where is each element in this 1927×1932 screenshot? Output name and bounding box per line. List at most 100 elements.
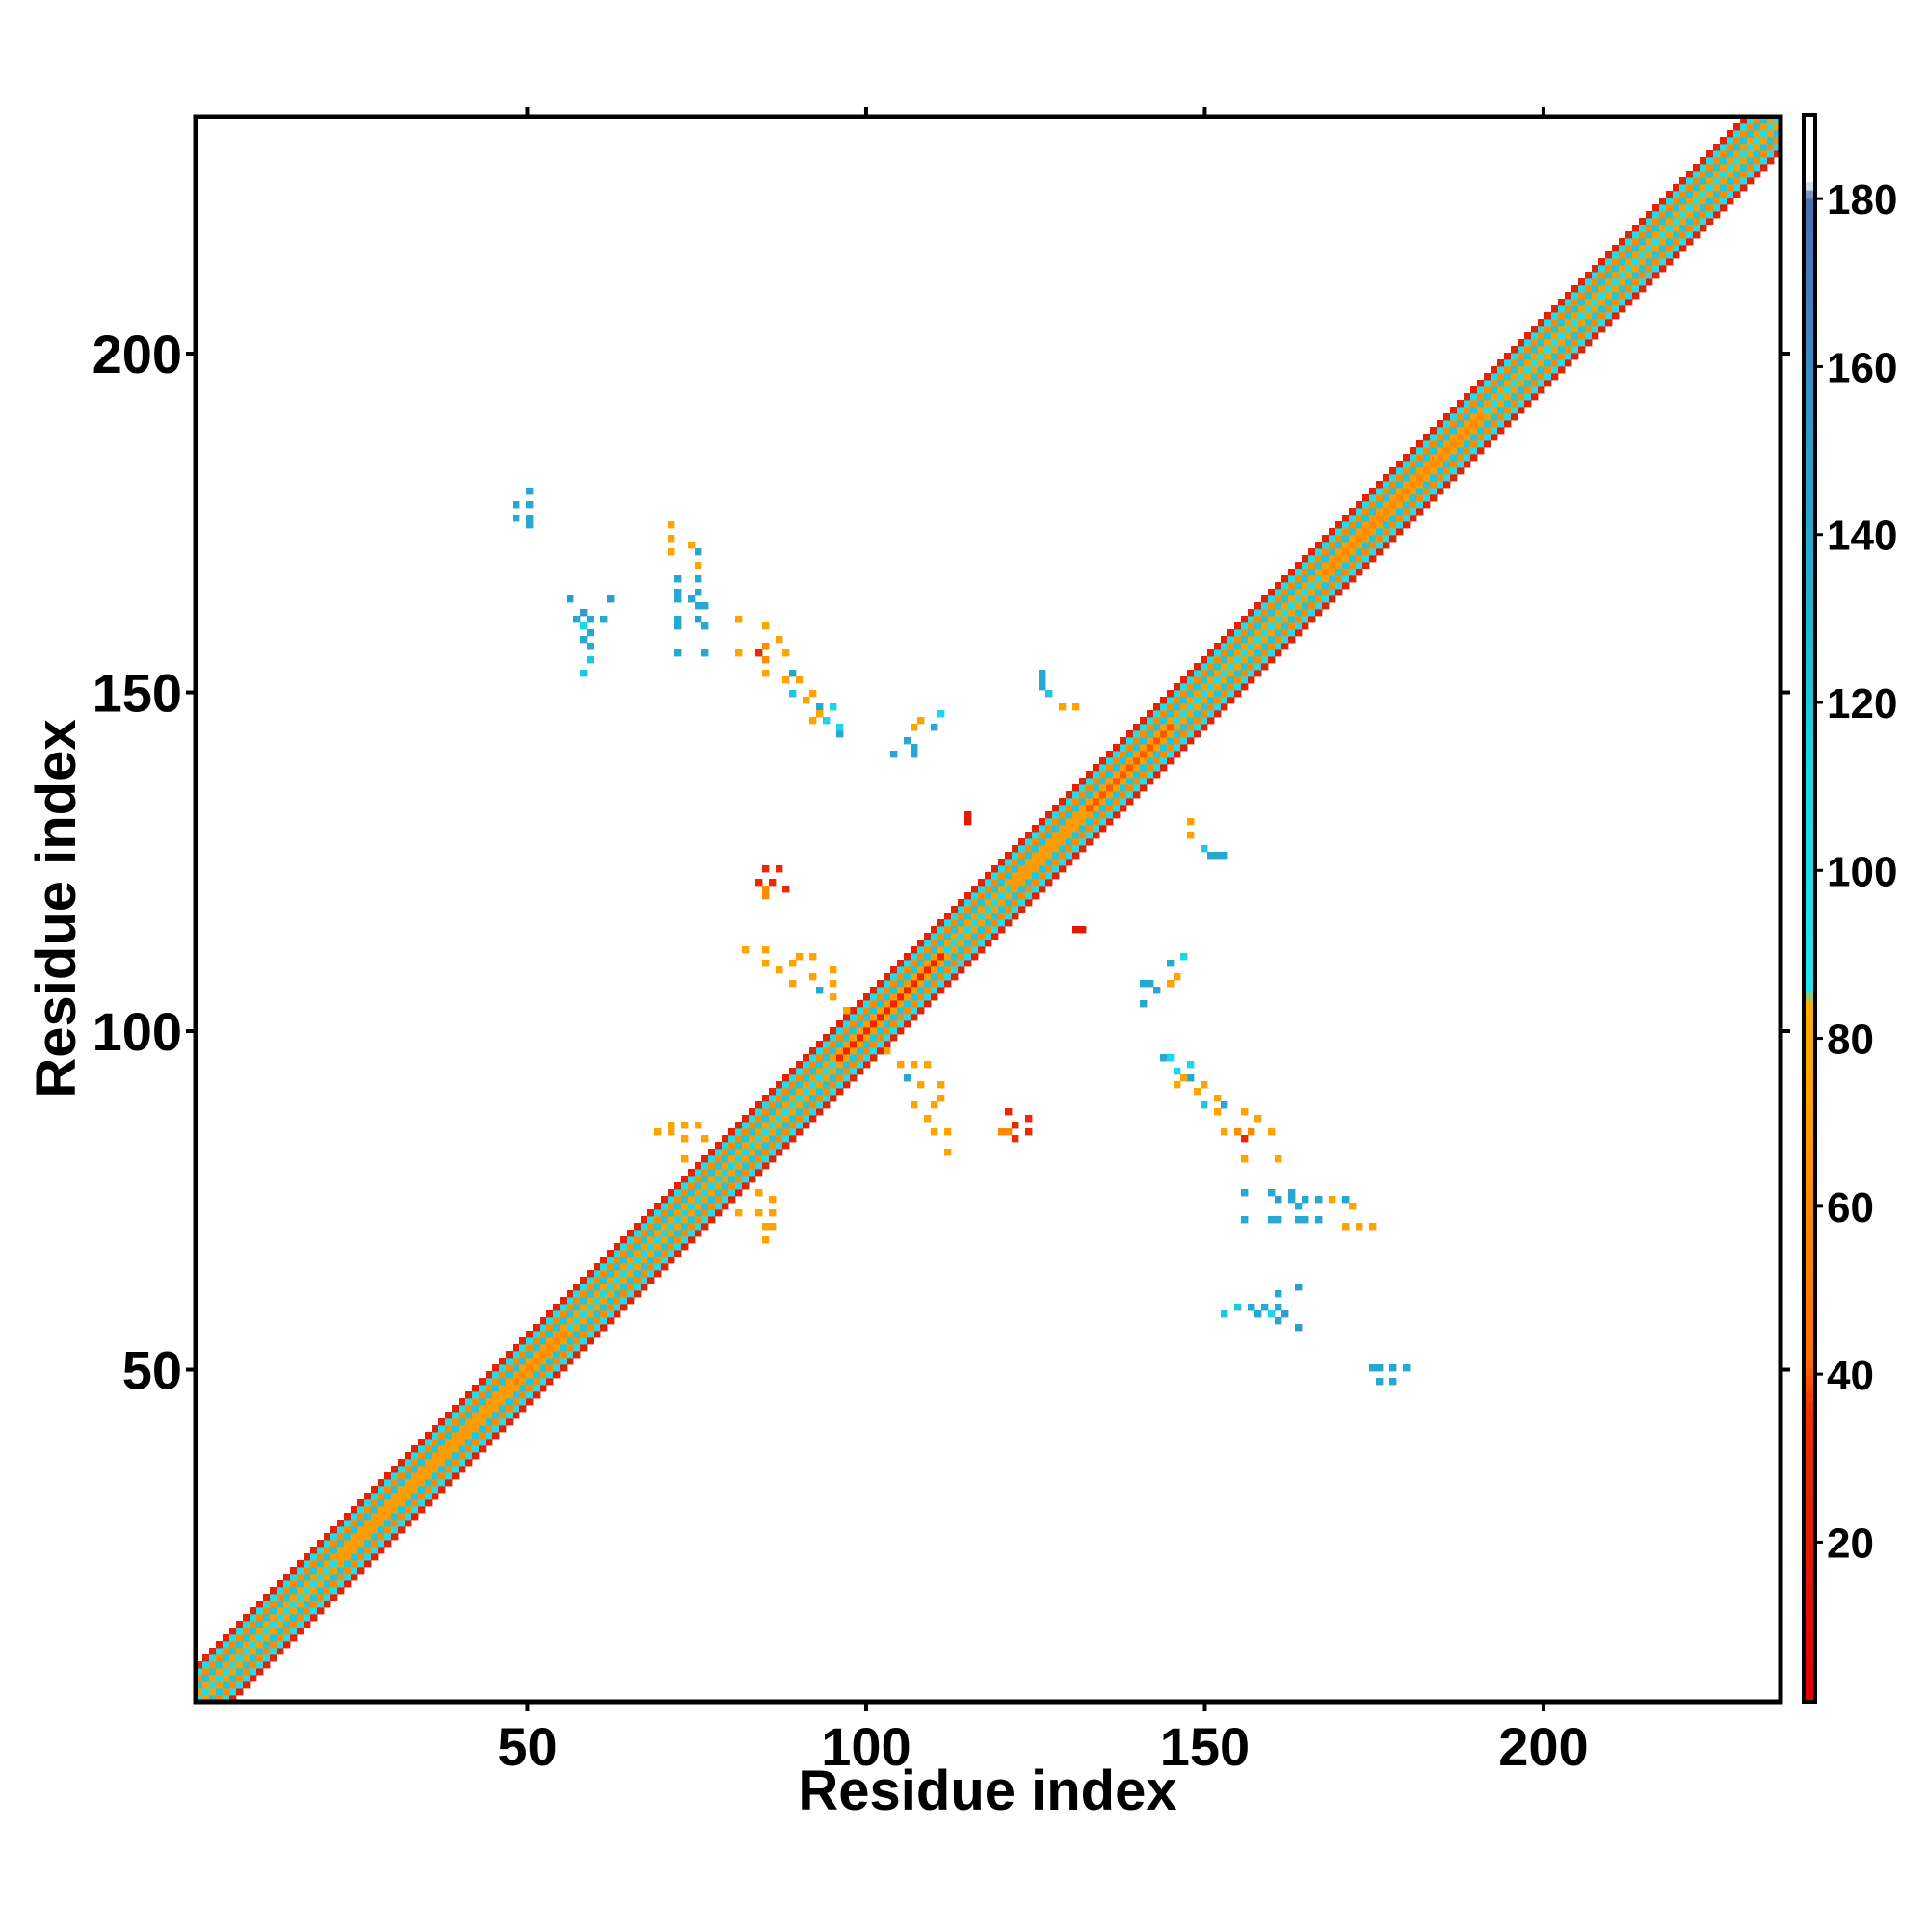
heatmap-cell xyxy=(971,886,979,893)
heatmap-cell xyxy=(620,1257,628,1264)
colorbar-segment xyxy=(1804,1509,1815,1519)
heatmap-cell xyxy=(1592,312,1599,320)
heatmap-cell xyxy=(1619,258,1626,266)
heatmap-cell xyxy=(445,1432,453,1440)
heatmap-cell xyxy=(904,966,911,974)
heatmap-cell xyxy=(1234,690,1242,698)
colorbar-segment xyxy=(1804,992,1815,1001)
heatmap-cell xyxy=(1005,1128,1013,1136)
heatmap-cell xyxy=(1733,171,1741,178)
heatmap-cell xyxy=(1052,859,1060,866)
heatmap-cell xyxy=(1126,798,1134,806)
heatmap-cell xyxy=(1632,231,1640,239)
x-tick-label: 150 xyxy=(1160,1716,1250,1777)
heatmap-cell xyxy=(776,1128,783,1136)
heatmap-cell xyxy=(1221,663,1228,671)
heatmap-cell xyxy=(472,1385,480,1392)
heatmap-cell xyxy=(654,1203,662,1210)
heatmap-cell xyxy=(384,1506,392,1514)
heatmap-cell xyxy=(1342,548,1350,556)
heatmap-cell xyxy=(1652,245,1660,252)
heatmap-cell xyxy=(991,899,999,907)
heatmap-cell xyxy=(1099,818,1107,826)
colorbar-segment xyxy=(1804,1058,1815,1068)
heatmap-cell xyxy=(304,1601,311,1608)
heatmap-cell xyxy=(250,1621,257,1628)
heatmap-cell xyxy=(243,1668,251,1676)
heatmap-cell xyxy=(216,1668,224,1676)
heatmap-cell xyxy=(735,1149,743,1156)
heatmap-cell xyxy=(1659,211,1667,219)
heatmap-cell xyxy=(1167,724,1175,731)
colorbar-segment xyxy=(1804,331,1815,341)
heatmap-cell xyxy=(317,1553,325,1561)
heatmap-cell xyxy=(452,1439,460,1446)
heatmap-cell xyxy=(553,1364,561,1372)
heatmap-cell xyxy=(870,993,878,1001)
heatmap-cell xyxy=(1639,272,1647,279)
heatmap-cell xyxy=(438,1472,446,1480)
heatmap-cell xyxy=(715,1182,723,1190)
heatmap-cell xyxy=(654,1236,662,1244)
heatmap-cell xyxy=(634,1243,642,1251)
heatmap-cell xyxy=(695,1223,702,1231)
heatmap-cell xyxy=(1059,838,1067,846)
heatmap-cell xyxy=(1551,353,1559,360)
heatmap-cell xyxy=(857,1047,864,1055)
heatmap-cell xyxy=(1733,123,1741,131)
heatmap-cell xyxy=(1120,744,1127,752)
heatmap-cell xyxy=(985,872,992,880)
colorbar-segment xyxy=(1804,916,1815,926)
heatmap-cell xyxy=(749,1155,756,1163)
heatmap-cell xyxy=(540,1378,547,1386)
heatmap-cell xyxy=(1504,359,1512,367)
heatmap-cell xyxy=(1470,413,1478,421)
heatmap-cell xyxy=(459,1412,466,1419)
heatmap-cell xyxy=(1423,488,1431,495)
heatmap-cell xyxy=(1187,703,1195,711)
heatmap-cell xyxy=(1760,130,1768,138)
heatmap-cell xyxy=(688,1189,696,1197)
heatmap-cell xyxy=(1639,225,1647,232)
heatmap-cell xyxy=(533,1351,541,1359)
heatmap-cell xyxy=(1241,1135,1249,1143)
heatmap-cell xyxy=(202,1661,210,1669)
heatmap-cell xyxy=(1727,191,1734,198)
heatmap-cell xyxy=(1201,724,1208,731)
heatmap-cell xyxy=(1174,724,1181,731)
colorbar-segment xyxy=(1804,674,1815,684)
heatmap-cell xyxy=(216,1641,224,1649)
heatmap-cell xyxy=(762,865,770,873)
heatmap-cell xyxy=(951,926,959,934)
heatmap-cell xyxy=(1625,231,1633,239)
heatmap-cell xyxy=(1396,494,1404,502)
heatmap-cell xyxy=(1214,676,1222,684)
heatmap-cell xyxy=(1174,1081,1181,1089)
heatmap-cell xyxy=(567,1317,574,1325)
heatmap-cell xyxy=(1578,299,1586,306)
colorbar-segment xyxy=(1804,1375,1815,1386)
colorbar-segment xyxy=(1804,1099,1815,1110)
heatmap-cell xyxy=(1652,225,1660,232)
heatmap-cell xyxy=(560,1337,568,1345)
heatmap-cell xyxy=(1497,359,1505,367)
heatmap-cell xyxy=(1254,656,1262,664)
colorbar-segment xyxy=(1804,1225,1815,1235)
colorbar-segment xyxy=(1804,1150,1815,1160)
heatmap-cell xyxy=(782,1128,790,1136)
heatmap-cell xyxy=(1140,980,1148,988)
heatmap-cell xyxy=(1416,481,1424,489)
heatmap-cell xyxy=(1700,198,1707,205)
heatmap-cell xyxy=(1646,265,1653,273)
heatmap-cell xyxy=(229,1634,237,1642)
heatmap-cell xyxy=(1059,852,1067,860)
heatmap-cell xyxy=(1416,474,1424,482)
colorbar-segment xyxy=(1804,115,1815,124)
heatmap-cell xyxy=(1706,211,1714,219)
heatmap-cell xyxy=(1153,751,1161,758)
heatmap-cell xyxy=(924,1115,932,1123)
heatmap-cell xyxy=(1086,838,1094,846)
heatmap-cell xyxy=(1484,434,1491,441)
heatmap-cell xyxy=(1504,366,1512,374)
heatmap-cell xyxy=(1551,373,1559,381)
